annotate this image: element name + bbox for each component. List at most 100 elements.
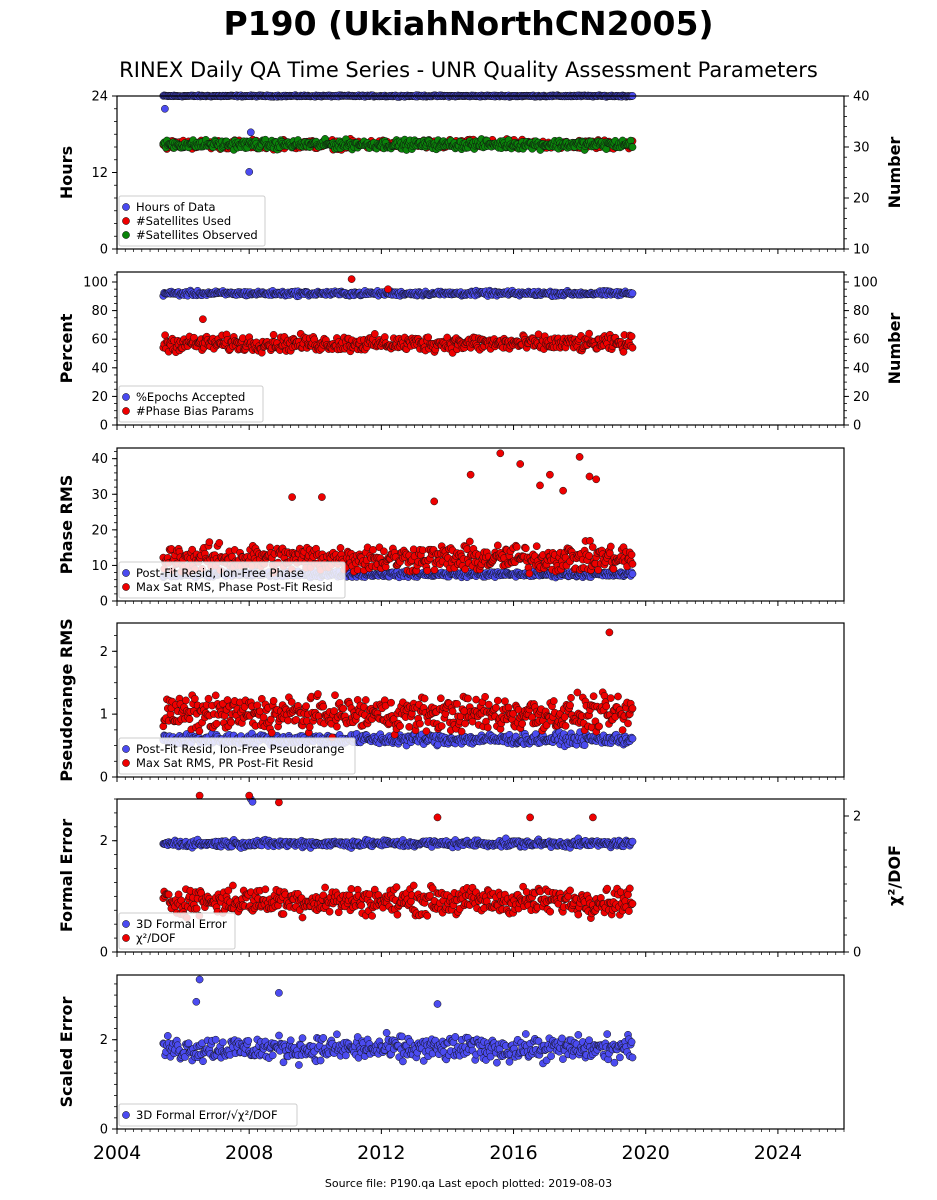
legend-label: #Satellites Observed <box>136 228 258 242</box>
data-point <box>339 704 348 713</box>
data-point <box>525 569 534 578</box>
data-point <box>185 715 194 724</box>
right-tick-label: 0 <box>853 419 861 434</box>
data-point <box>609 565 618 573</box>
data-point <box>422 727 431 736</box>
y-tick-label: 10 <box>91 559 108 574</box>
data-point <box>457 727 466 736</box>
data-point <box>195 727 204 736</box>
right-tick-label: 20 <box>853 390 870 405</box>
right-tick-label: 30 <box>853 141 870 156</box>
outlier-point <box>516 460 525 468</box>
outlier-point <box>592 475 601 484</box>
legend-marker <box>122 407 130 415</box>
data-point <box>580 741 589 750</box>
legend-label: Hours of Data <box>136 200 216 214</box>
data-point <box>396 722 404 730</box>
y-tick-label: 24 <box>91 90 108 105</box>
outlier-point <box>585 472 594 481</box>
legend-label: %Epochs Accepted <box>136 390 245 404</box>
right-tick-label: 40 <box>853 361 870 376</box>
data-point <box>606 542 615 551</box>
data-point <box>314 690 322 698</box>
data-point <box>430 566 439 574</box>
panel-percent: 020406080100Percent020406080100Number%Ep… <box>57 271 904 434</box>
y-axis-label: Percent <box>57 313 76 383</box>
data-point <box>370 330 379 338</box>
data-point <box>594 566 603 574</box>
data-point <box>465 537 474 546</box>
outlier-point <box>466 470 475 479</box>
y-tick-label: 0 <box>100 419 108 434</box>
outlier-point <box>318 493 326 501</box>
data-point <box>405 723 414 731</box>
legend-marker <box>122 569 130 577</box>
outlier-point <box>199 315 207 324</box>
data-point <box>585 551 593 560</box>
data-point <box>369 546 377 554</box>
y-tick-label: 0 <box>100 595 108 610</box>
legend-marker <box>122 217 130 225</box>
y-tick-label: 80 <box>91 304 108 319</box>
data-point <box>204 694 213 703</box>
y-axis-label: Phase RMS <box>57 475 76 575</box>
data-point <box>453 700 461 708</box>
outlier-point <box>245 168 254 176</box>
legend-marker <box>122 231 130 239</box>
data-point <box>468 717 477 726</box>
y-tick-label: 30 <box>91 488 108 503</box>
right-tick-label: 20 <box>853 192 870 207</box>
data-point <box>493 696 502 705</box>
data-point <box>331 691 339 700</box>
data-point <box>627 332 636 341</box>
outlier-point <box>536 481 544 490</box>
data-point <box>292 715 301 724</box>
data-point <box>423 566 432 575</box>
data-point <box>380 333 389 341</box>
y-tick-label: 12 <box>91 166 108 181</box>
data-point <box>269 330 278 339</box>
data-point <box>215 539 224 547</box>
data-point <box>333 722 341 731</box>
chart-subtitle: RINEX Daily QA Time Series - UNR Quality… <box>119 58 818 82</box>
data-point <box>387 698 395 707</box>
data-point <box>336 544 345 552</box>
legend-marker <box>122 583 130 591</box>
y-tick-label: 40 <box>91 361 108 376</box>
outlier-point <box>430 497 439 506</box>
legend-label: Max Sat RMS, Phase Post-Fit Resid <box>136 580 333 594</box>
data-point <box>267 728 276 737</box>
right-tick-label: 100 <box>853 276 878 291</box>
data-point <box>361 696 370 704</box>
data-point <box>191 694 199 703</box>
data-point <box>512 543 521 551</box>
outlier-point <box>384 285 392 294</box>
data-point <box>483 723 492 732</box>
y-tick-label: 0 <box>100 243 108 258</box>
legend-label: #Satellites Used <box>136 214 231 228</box>
outlier-point <box>575 453 584 461</box>
y-tick-label: 40 <box>91 452 108 467</box>
data-point <box>585 329 593 338</box>
data-point <box>628 343 637 352</box>
data-point <box>627 550 636 559</box>
data-point <box>628 570 637 578</box>
data-point <box>532 542 541 551</box>
data-point <box>493 541 502 550</box>
data-point <box>284 716 292 725</box>
data-point <box>436 694 445 703</box>
outlier-point <box>161 104 169 113</box>
data-point <box>211 691 220 700</box>
chart-title: P190 (UkiahNorthCN2005) <box>223 4 714 43</box>
right-tick-label: 60 <box>853 333 870 348</box>
data-point <box>628 143 637 151</box>
outlier-point <box>546 470 554 479</box>
data-point <box>628 560 637 568</box>
outlier-point <box>288 493 296 501</box>
data-point <box>287 698 296 706</box>
data-point <box>212 719 221 728</box>
data-point <box>205 538 214 546</box>
